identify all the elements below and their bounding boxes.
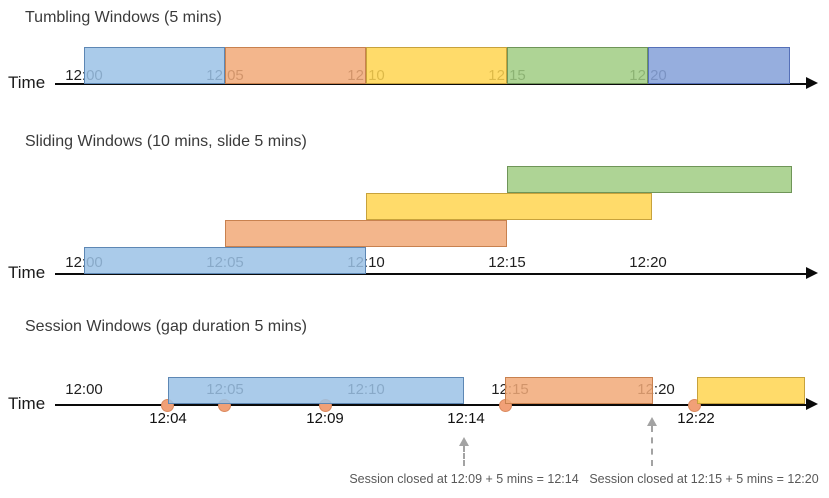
callout-arrowhead [459,437,469,446]
window-box-tumbling-w1 [84,47,225,84]
window-box-sliding-w1 [84,247,366,274]
window-box-tumbling-w2 [225,47,366,84]
window-box-sliding-w4 [507,166,792,193]
window-box-sliding-w3 [366,193,652,220]
event-time-label-1209: 12:09 [306,410,344,427]
section-title-sliding: Sliding Windows (10 mins, slide 5 mins) [25,133,307,150]
window-box-session-w2 [505,377,653,404]
window-box-tumbling-w5 [648,47,790,84]
callout-arrow-line [651,426,653,466]
time-axis-arrowhead-session [806,398,818,410]
event-time-label-1204: 12:04 [149,410,187,427]
window-box-sliding-w2 [225,220,507,247]
axis-tick-sliding-1220: 12:20 [629,254,667,271]
window-box-tumbling-w4 [507,47,648,84]
time-axis-label-sliding: Time [8,263,46,282]
time-axis-sliding [55,273,806,275]
window-box-session-w3 [697,377,805,404]
time-axis-label-session: Time [8,394,46,413]
window-box-tumbling-w3 [366,47,507,84]
time-axis-tumbling [55,83,806,85]
time-axis-label-tumbling: Time [8,73,46,92]
axis-tick-session-1200: 12:00 [65,381,103,398]
callout-text: Session closed at 12:15 + 5 mins = 12:20 [589,472,819,486]
window-box-session-w1 [168,377,464,404]
time-axis-arrowhead-sliding [806,267,818,279]
section-title-tumbling: Tumbling Windows (5 mins) [25,9,222,26]
callout-text: Session closed at 12:09 + 5 mins = 12:14 [349,472,579,486]
axis-tick-sliding-1215: 12:15 [488,254,526,271]
event-time-label-1222: 12:22 [677,410,715,427]
callout-arrowhead [647,417,657,426]
time-axis-arrowhead-tumbling [806,77,818,89]
section-title-session: Session Windows (gap duration 5 mins) [25,318,307,335]
time-axis-session [55,404,806,406]
event-time-label-1214: 12:14 [447,410,485,427]
callout-arrow-line [463,446,465,466]
